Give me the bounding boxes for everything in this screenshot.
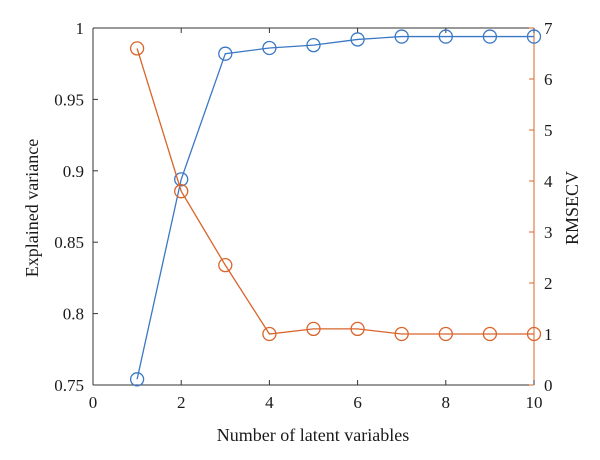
y-right-tick-label: 0 [544, 376, 553, 395]
explained-variance-line [136, 35, 534, 380]
explained-variance-point [262, 40, 277, 56]
x-tick-label: 6 [353, 393, 362, 412]
y-left-tick-label: 0.85 [54, 233, 84, 252]
y-right-tick-label: 6 [544, 70, 553, 89]
rmsecv-point [129, 41, 145, 56]
y-right-axis-title: RMSECV [562, 171, 582, 245]
explained-variance-point [306, 37, 321, 53]
rmsecv-point [482, 326, 498, 342]
explained-variance-point [438, 29, 453, 44]
x-tick-label: 10 [526, 393, 543, 412]
y-left-tick-label: 0.75 [54, 376, 84, 395]
x-tick-label: 8 [442, 393, 451, 412]
y-left-tick-label: 1 [76, 19, 85, 38]
rmsecv-point [306, 321, 321, 337]
y-left-tick-label: 0.9 [63, 162, 84, 181]
explained-variance-point [218, 46, 233, 61]
rmsecv-point [262, 326, 277, 342]
explained-variance-point [350, 32, 365, 47]
explained-variance-point [129, 372, 145, 387]
explained-variance-point [482, 29, 498, 44]
rmsecv-point [350, 321, 365, 337]
y-left-tick-label: 0.95 [54, 90, 84, 109]
rmsecv-point [438, 326, 453, 342]
rmsecv-line [136, 48, 534, 335]
y-left-axis-title: Explained variance [22, 139, 42, 277]
y-right-tick-label: 4 [544, 172, 553, 191]
rmsecv-point [526, 326, 542, 342]
x-axis-title: Number of latent variables [217, 425, 409, 445]
explained-variance-point [526, 29, 542, 44]
chart-series [129, 29, 542, 387]
y-right-tick-label: 2 [544, 274, 553, 293]
rmsecv-point [174, 184, 189, 199]
x-tick-label: 0 [89, 393, 98, 412]
x-tick-label: 4 [265, 393, 274, 412]
y-right-tick-label: 3 [544, 223, 553, 242]
y-left-tick-label: 0.8 [63, 305, 84, 324]
rmsecv-point [394, 326, 409, 342]
explained-variance-point [394, 29, 409, 44]
chart-labels: Number of latent variables Explained var… [22, 139, 582, 445]
y-right-tick-label: 5 [544, 121, 553, 140]
x-tick-label: 2 [177, 393, 186, 412]
rmsecv-point [218, 257, 233, 273]
y-right-tick-label: 7 [544, 19, 553, 38]
y-right-tick-label: 1 [544, 325, 553, 344]
explained-variance-point [174, 172, 189, 187]
